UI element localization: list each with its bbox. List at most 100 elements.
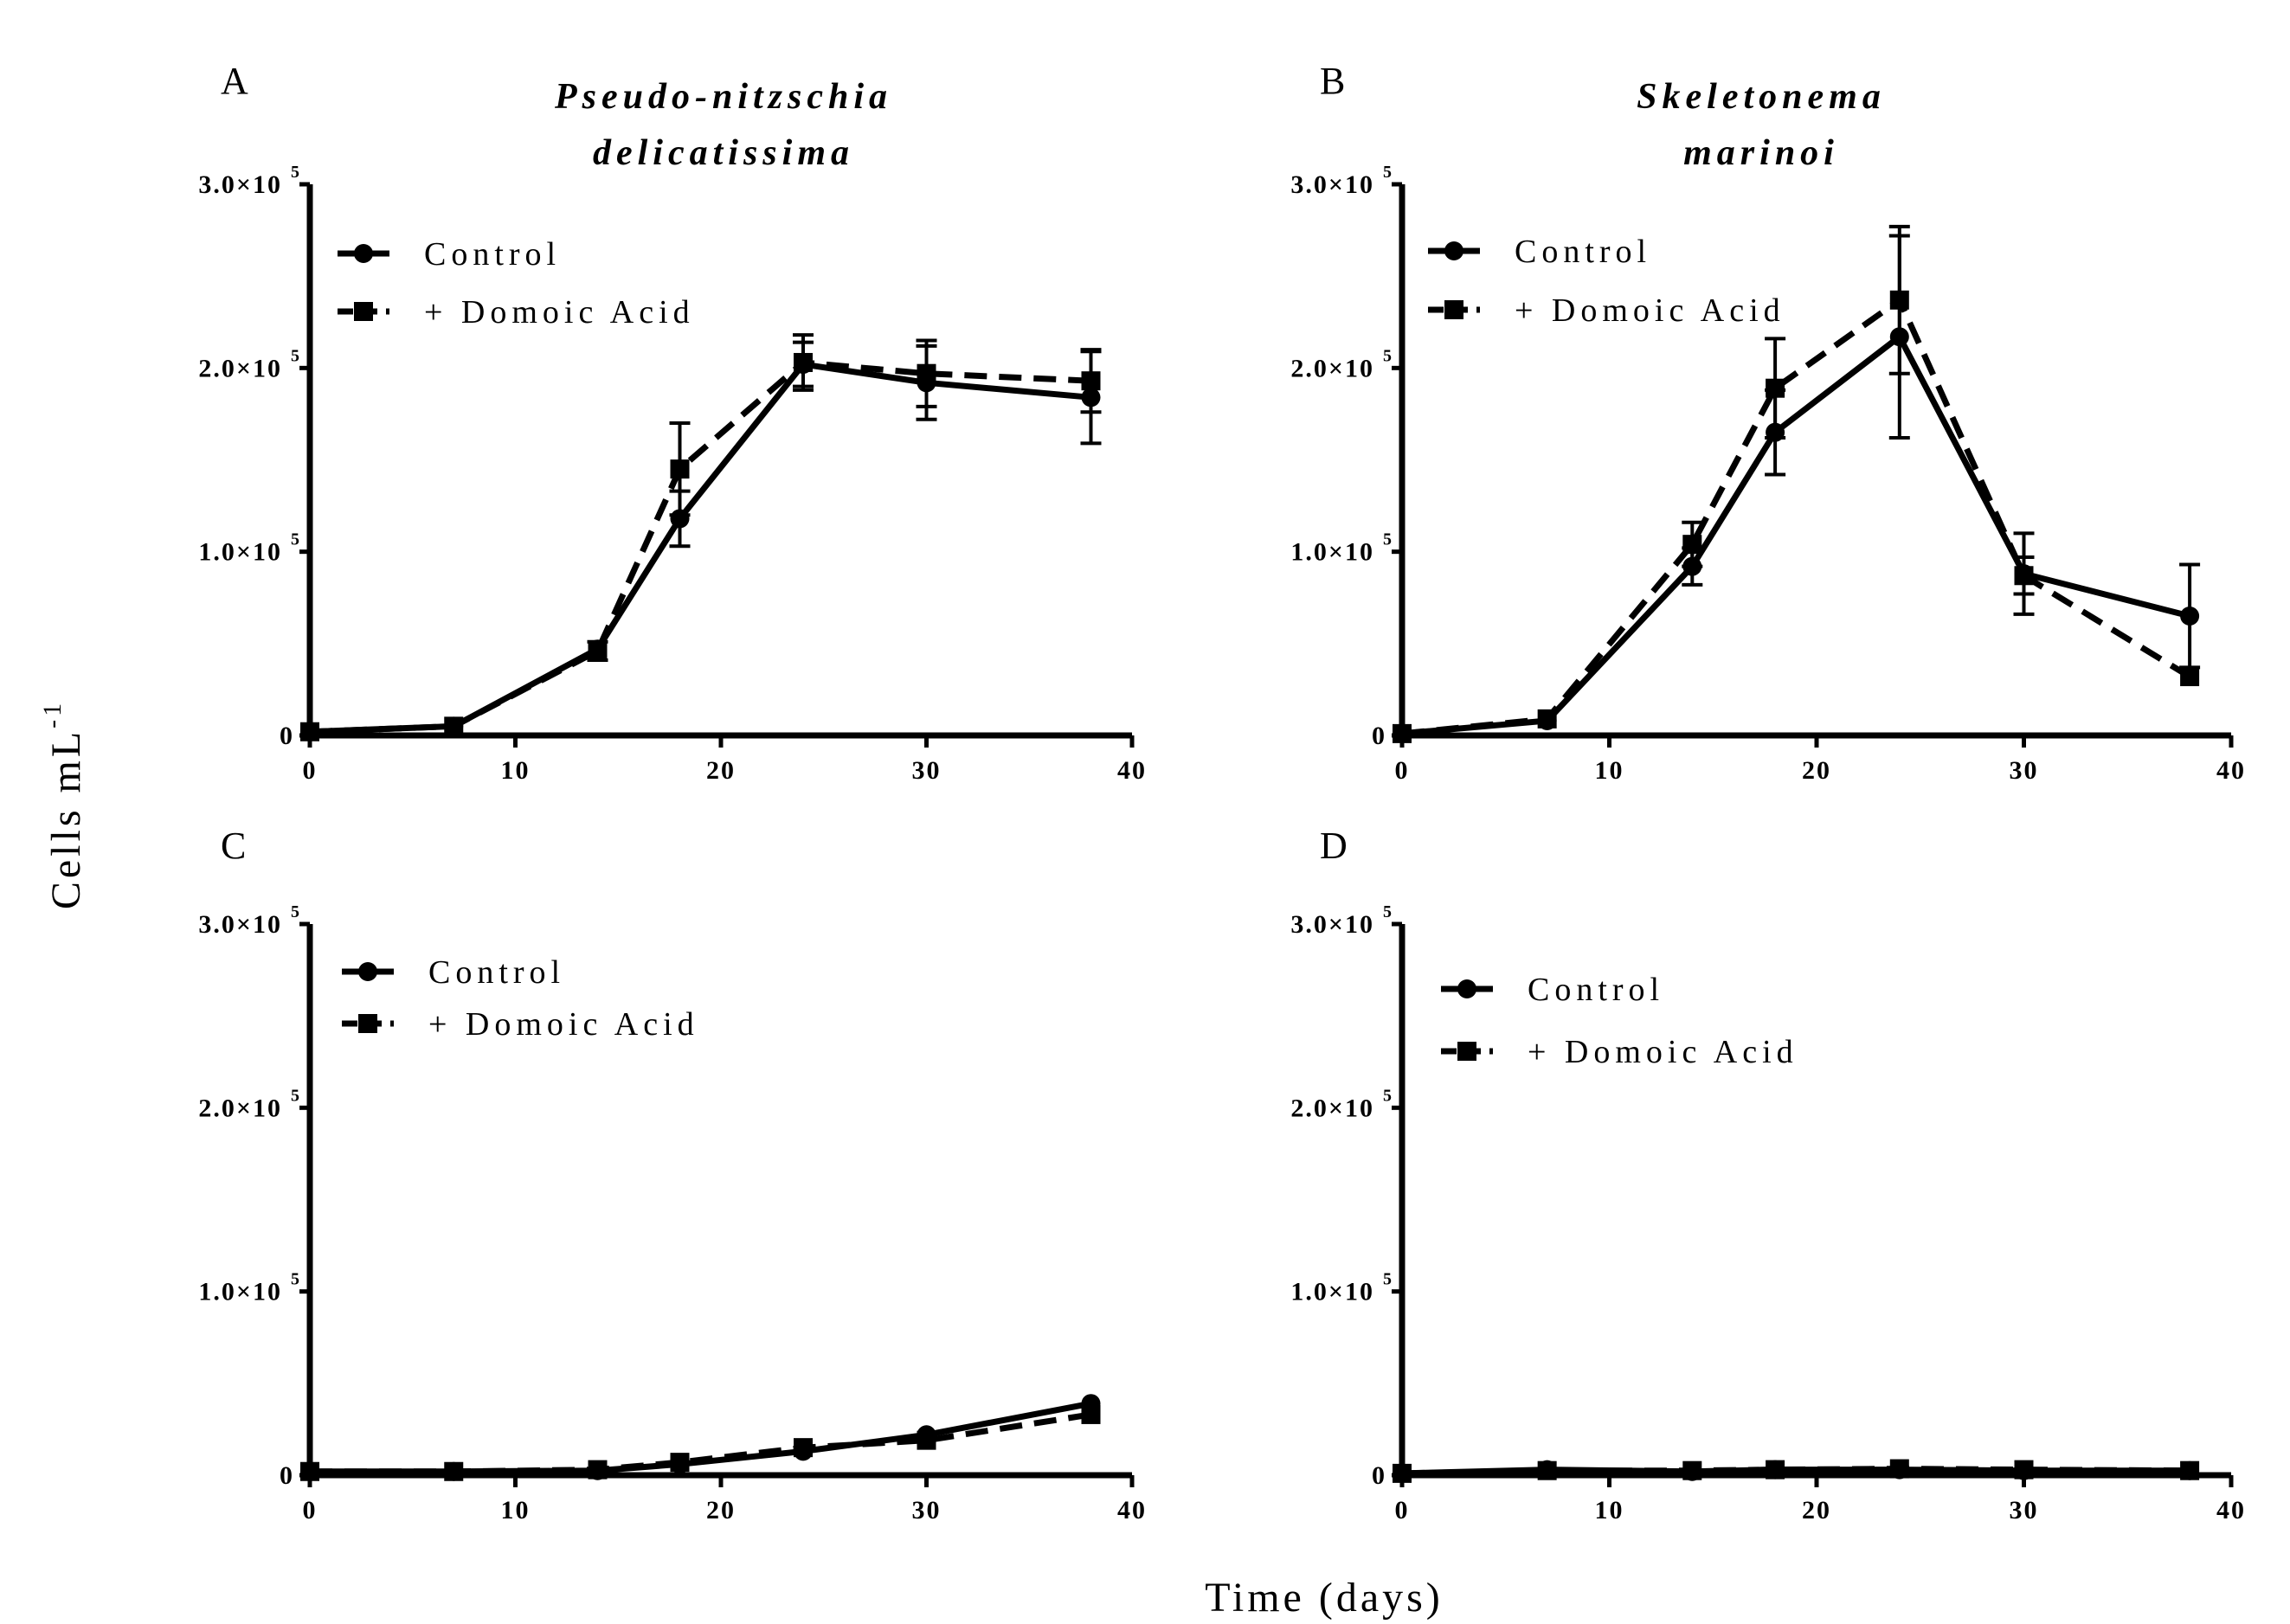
panel-a-legend-control-label: Control bbox=[424, 236, 561, 273]
y-axis-title-exponent: -1 bbox=[38, 700, 67, 729]
panel-c-y-tick-label: 1.0×10 bbox=[198, 1278, 282, 1306]
panel-c-legend: Control + Domoic Acid bbox=[342, 954, 699, 1043]
panel-d-y-tick-exponent: 5 bbox=[1383, 902, 1392, 921]
panel-b-series-control-point bbox=[2180, 606, 2200, 626]
panel-d-y-tick-exponent: 5 bbox=[1383, 1086, 1392, 1105]
panel-c-x-tick-label: 30 bbox=[912, 1496, 942, 1525]
panel-a-y-tick-label: 1.0×10 bbox=[198, 538, 282, 567]
panel-d-x-tick-label: 20 bbox=[1802, 1496, 1831, 1525]
panel-d-legend-control: Control bbox=[1441, 972, 1664, 1008]
panel-c-series-control-point bbox=[588, 1460, 608, 1480]
panel-a-y-tick-label: 3.0×10 bbox=[198, 170, 282, 199]
panel-a-y-tick-label: 0 bbox=[280, 722, 294, 750]
panel-d-legend-domoic-acid-swatch-marker bbox=[1457, 1042, 1476, 1061]
panel-a-series-control-point bbox=[444, 716, 464, 736]
y-axis-title-text: Cells mL bbox=[43, 729, 89, 909]
panel-b-x-tick-label: 40 bbox=[2216, 756, 2246, 785]
panel-a-series-control-point bbox=[588, 639, 608, 659]
x-axis-title: Time (days) bbox=[1205, 1575, 1444, 1621]
panel-b-title-line-2: marinoi bbox=[1683, 133, 1839, 173]
panel-d-series-control-point bbox=[1682, 1461, 1702, 1481]
panel-b-x-tick-label: 20 bbox=[1802, 756, 1831, 785]
panels-container: A Pseudo-nitzschia delicatissima 0 1.0×10 5 2.… bbox=[198, 60, 2246, 1525]
panel-b-legend-control: Control bbox=[1428, 234, 1646, 270]
panel-b-y-tick-exponent: 5 bbox=[1383, 163, 1392, 182]
panel-a-x-tick-label: 10 bbox=[501, 756, 531, 785]
panel-b-series-domoic-acid bbox=[1393, 224, 2200, 743]
panel-c-series-control-point bbox=[444, 1461, 464, 1481]
panel-a-series-control bbox=[300, 340, 1102, 741]
panel-b-series-control-point bbox=[2014, 564, 2034, 584]
panel-b-series-control-line bbox=[1401, 333, 2190, 737]
panel-b-series-control-point bbox=[1766, 422, 1785, 442]
panel-c-x-tick-label: 40 bbox=[1117, 1496, 1147, 1525]
panel-a-y-tick-exponent: 5 bbox=[291, 163, 299, 182]
panel-b-y-tick-label: 1.0×10 bbox=[1290, 538, 1374, 567]
panel-a: A Pseudo-nitzschia delicatissima 0 1.0×10 5 2.… bbox=[198, 60, 1145, 785]
panel-c-legend-control-swatch-marker bbox=[358, 962, 377, 981]
panel-b-legend: Control + Domoic Acid bbox=[1428, 234, 1780, 329]
panel-b-series-control-point bbox=[1889, 327, 1909, 347]
panel-a-title-line-2: delicatissima bbox=[593, 133, 854, 173]
panel-c-series-control-point bbox=[300, 1461, 319, 1481]
panel-d-series-control-point bbox=[1393, 1463, 1412, 1483]
panel-a-letter: A bbox=[221, 60, 248, 102]
panel-b-letter: B bbox=[1320, 60, 1345, 102]
panel-a-legend-control: Control bbox=[338, 236, 561, 273]
panel-b-x-tick-label: 0 bbox=[1395, 756, 1410, 785]
panel-d-y-tick-exponent: 5 bbox=[1383, 1270, 1392, 1289]
panel-c-legend-domoic-acid: + Domoic Acid bbox=[342, 1006, 699, 1043]
panel-a-series-control-line bbox=[309, 361, 1091, 735]
panel-b-series-domoic-acid-point bbox=[1766, 378, 1785, 398]
panel-c-y-tick-label: 3.0×10 bbox=[198, 910, 282, 939]
panel-a-legend-domoic-acid-label: + Domoic Acid bbox=[424, 294, 695, 331]
panel-a-title-line-1: Pseudo-nitzschia bbox=[554, 77, 892, 117]
panel-c-x-tick-label: 0 bbox=[303, 1496, 318, 1525]
panel-d-y-tick-label: 3.0×10 bbox=[1290, 910, 1374, 939]
panel-a-legend-domoic-acid: + Domoic Acid bbox=[338, 294, 695, 331]
panel-b-x-tick-label: 30 bbox=[2010, 756, 2039, 785]
panel-d-y-tick-label: 0 bbox=[1372, 1461, 1386, 1490]
panel-c-series-control-point bbox=[794, 1441, 813, 1461]
panel-d-x-tick-label: 10 bbox=[1595, 1496, 1624, 1525]
panel-a-legend-control-swatch-marker bbox=[354, 244, 373, 263]
panel-c-x-tick-label: 10 bbox=[501, 1496, 531, 1525]
panel-b-legend-control-swatch-marker bbox=[1444, 241, 1463, 260]
y-axis-title: Cells mL-1 bbox=[38, 700, 89, 909]
panel-d-x-tick-label: 40 bbox=[2216, 1496, 2246, 1525]
panel-d-series-control-point bbox=[2180, 1460, 2200, 1480]
panel-d-legend-domoic-acid-label: + Domoic Acid bbox=[1528, 1034, 1798, 1070]
panel-c-legend-control-label: Control bbox=[428, 954, 565, 991]
panel-a-y-tick-label: 2.0×10 bbox=[198, 354, 282, 382]
panel-d-letter: D bbox=[1320, 825, 1348, 867]
panel-c-legend-domoic-acid-label: + Domoic Acid bbox=[428, 1006, 699, 1043]
panel-b-series-domoic-acid-line bbox=[1401, 297, 2191, 737]
panel-d-x-tick-label: 0 bbox=[1395, 1496, 1410, 1525]
panel-a-series-domoic-acid-line bbox=[309, 359, 1091, 735]
panel-b-x-tick-label: 10 bbox=[1595, 756, 1624, 785]
panel-b-y-tick-label: 0 bbox=[1372, 722, 1386, 750]
panel-d-legend: Control + Domoic Acid bbox=[1441, 972, 1798, 1070]
panel-c-series-control-point bbox=[670, 1454, 690, 1474]
panel-c-y-tick-label: 0 bbox=[280, 1461, 294, 1490]
panel-c-series-control-point bbox=[1081, 1394, 1101, 1414]
panel-b-y-tick-exponent: 5 bbox=[1383, 346, 1392, 365]
panel-a-series-control-point bbox=[1081, 388, 1101, 408]
panel-d-y-tick-label: 2.0×10 bbox=[1290, 1094, 1374, 1122]
panel-d-legend-control-swatch-marker bbox=[1457, 979, 1476, 998]
panel-b-legend-domoic-acid-swatch-marker bbox=[1444, 300, 1463, 319]
panel-d-series-control-point bbox=[1537, 1460, 1557, 1480]
panel-d-legend-control-label: Control bbox=[1528, 972, 1664, 1008]
panel-d-series-control-point bbox=[1766, 1460, 1785, 1480]
panel-c-y-tick-exponent: 5 bbox=[291, 1086, 299, 1105]
panel-b: B Skeletonema marinoi 0 1.0×10 5 2.0×10 5 3.0×10… bbox=[1290, 60, 2246, 785]
panel-b-series-control bbox=[1393, 234, 2201, 743]
panel-a-x-tick-label: 30 bbox=[912, 756, 942, 785]
panel-c-series-control-line bbox=[310, 1400, 1092, 1475]
panel-c-series-control bbox=[300, 1394, 1101, 1481]
panel-c-y-tick-exponent: 5 bbox=[291, 1270, 299, 1289]
panel-c-y-tick-exponent: 5 bbox=[291, 902, 299, 921]
panel-d-series-control-point bbox=[2014, 1460, 2034, 1480]
panel-d-series-control bbox=[1393, 1460, 2200, 1483]
panel-b-title-line-1: Skeletonema bbox=[1637, 77, 1886, 117]
